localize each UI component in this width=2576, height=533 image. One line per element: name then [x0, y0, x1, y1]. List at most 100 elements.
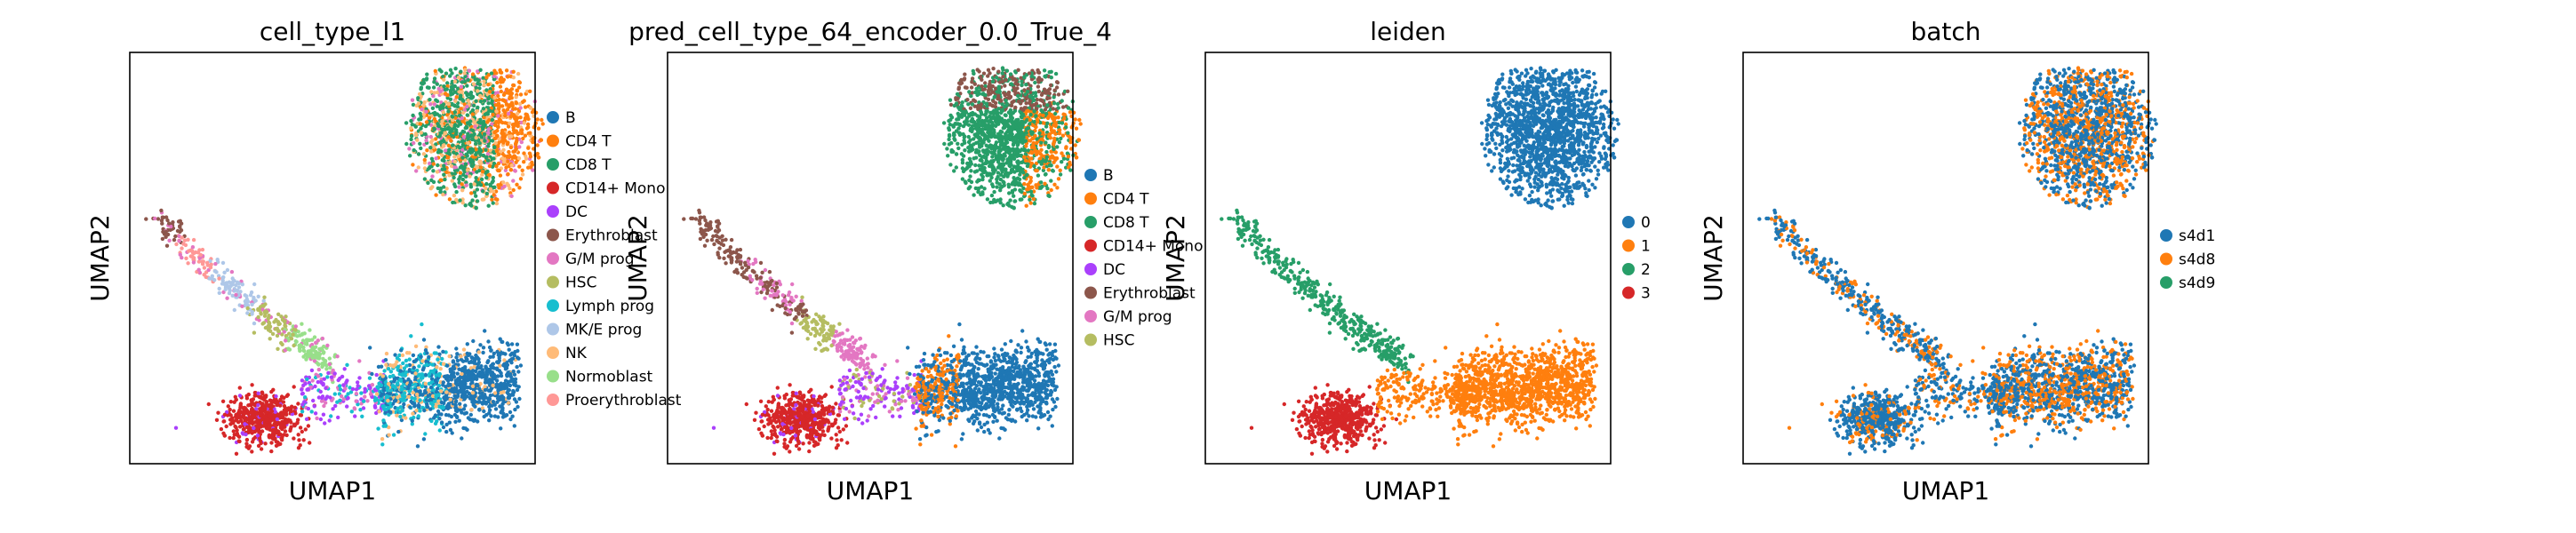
data-point [278, 403, 283, 408]
data-point [497, 168, 501, 173]
legend-label: Proerythroblast [565, 392, 682, 410]
data-point [173, 426, 179, 430]
data-point [462, 71, 467, 76]
data-point [428, 102, 433, 107]
legend-label: MK/E prog [565, 322, 642, 339]
data-point [483, 387, 488, 393]
data-point [332, 371, 337, 376]
data-point [248, 293, 253, 298]
data-point [508, 353, 513, 357]
data-point [478, 394, 483, 399]
data-point [438, 186, 443, 191]
data-point [263, 410, 268, 415]
data-point [184, 256, 188, 260]
data-point [515, 342, 520, 346]
data-point [413, 375, 418, 380]
data-point [252, 426, 256, 431]
data-point [486, 131, 491, 135]
data-point [522, 151, 526, 155]
data-point [434, 193, 438, 197]
data-point [346, 395, 350, 401]
data-point [517, 164, 522, 169]
data-point [318, 389, 323, 394]
data-point [462, 380, 467, 385]
data-point [491, 400, 496, 404]
data-point [479, 364, 484, 369]
data-point [178, 252, 182, 257]
data-point [1026, 187, 1031, 192]
data-point [264, 310, 269, 314]
data-point [503, 168, 508, 172]
data-point [420, 359, 425, 363]
data-point [508, 383, 513, 388]
data-point [432, 145, 436, 149]
data-point [238, 402, 244, 406]
data-point [418, 398, 422, 402]
data-point [965, 98, 970, 102]
data-point [232, 307, 236, 313]
data-point [465, 168, 470, 172]
data-point [459, 354, 463, 359]
data-point [244, 437, 250, 442]
data-point [1020, 99, 1025, 103]
data-point [387, 433, 391, 437]
data-point [295, 334, 300, 338]
data-point [433, 421, 438, 426]
data-point [410, 123, 414, 127]
data-point [485, 360, 490, 365]
data-point [423, 388, 428, 394]
data-point [972, 99, 978, 104]
data-point [1077, 117, 1082, 123]
data-point [318, 417, 324, 422]
data-point [338, 384, 342, 388]
data-point [470, 112, 476, 116]
data-point [289, 409, 293, 414]
data-point [252, 282, 257, 287]
data-point [501, 390, 506, 394]
data-point [487, 163, 492, 169]
data-point [411, 353, 416, 358]
data-point [520, 168, 524, 172]
data-point [482, 409, 486, 414]
data-point [313, 384, 317, 389]
data-point [252, 429, 257, 434]
data-point [1025, 163, 1030, 169]
data-point [518, 92, 524, 97]
data-point [412, 365, 416, 370]
data-point [250, 383, 254, 387]
data-point [515, 387, 520, 393]
data-point [432, 76, 437, 81]
data-point [464, 174, 468, 179]
data-point [416, 152, 421, 156]
data-point [484, 365, 488, 370]
data-point [971, 68, 976, 74]
data-point [457, 185, 461, 189]
data-point [308, 441, 312, 445]
data-point [327, 356, 332, 361]
data-point [324, 396, 328, 402]
data-point [380, 404, 385, 409]
data-point [260, 391, 265, 396]
data-point [504, 87, 509, 91]
data-point [508, 134, 514, 139]
data-point [963, 85, 968, 90]
data-point [480, 368, 485, 372]
data-point [370, 371, 374, 377]
data-point [417, 364, 421, 369]
data-point [392, 399, 397, 403]
data-point [460, 376, 466, 380]
data-point [515, 364, 519, 370]
data-point [540, 122, 545, 126]
data-point [316, 367, 321, 372]
data-point [317, 355, 322, 360]
data-point [483, 395, 487, 401]
data-point [424, 109, 428, 114]
data-point [414, 392, 420, 397]
data-point [459, 131, 463, 136]
data-point [414, 169, 419, 173]
data-point [1044, 171, 1048, 177]
data-point [454, 197, 459, 203]
data-point [434, 156, 438, 161]
data-point [413, 133, 419, 138]
data-point [420, 322, 424, 327]
